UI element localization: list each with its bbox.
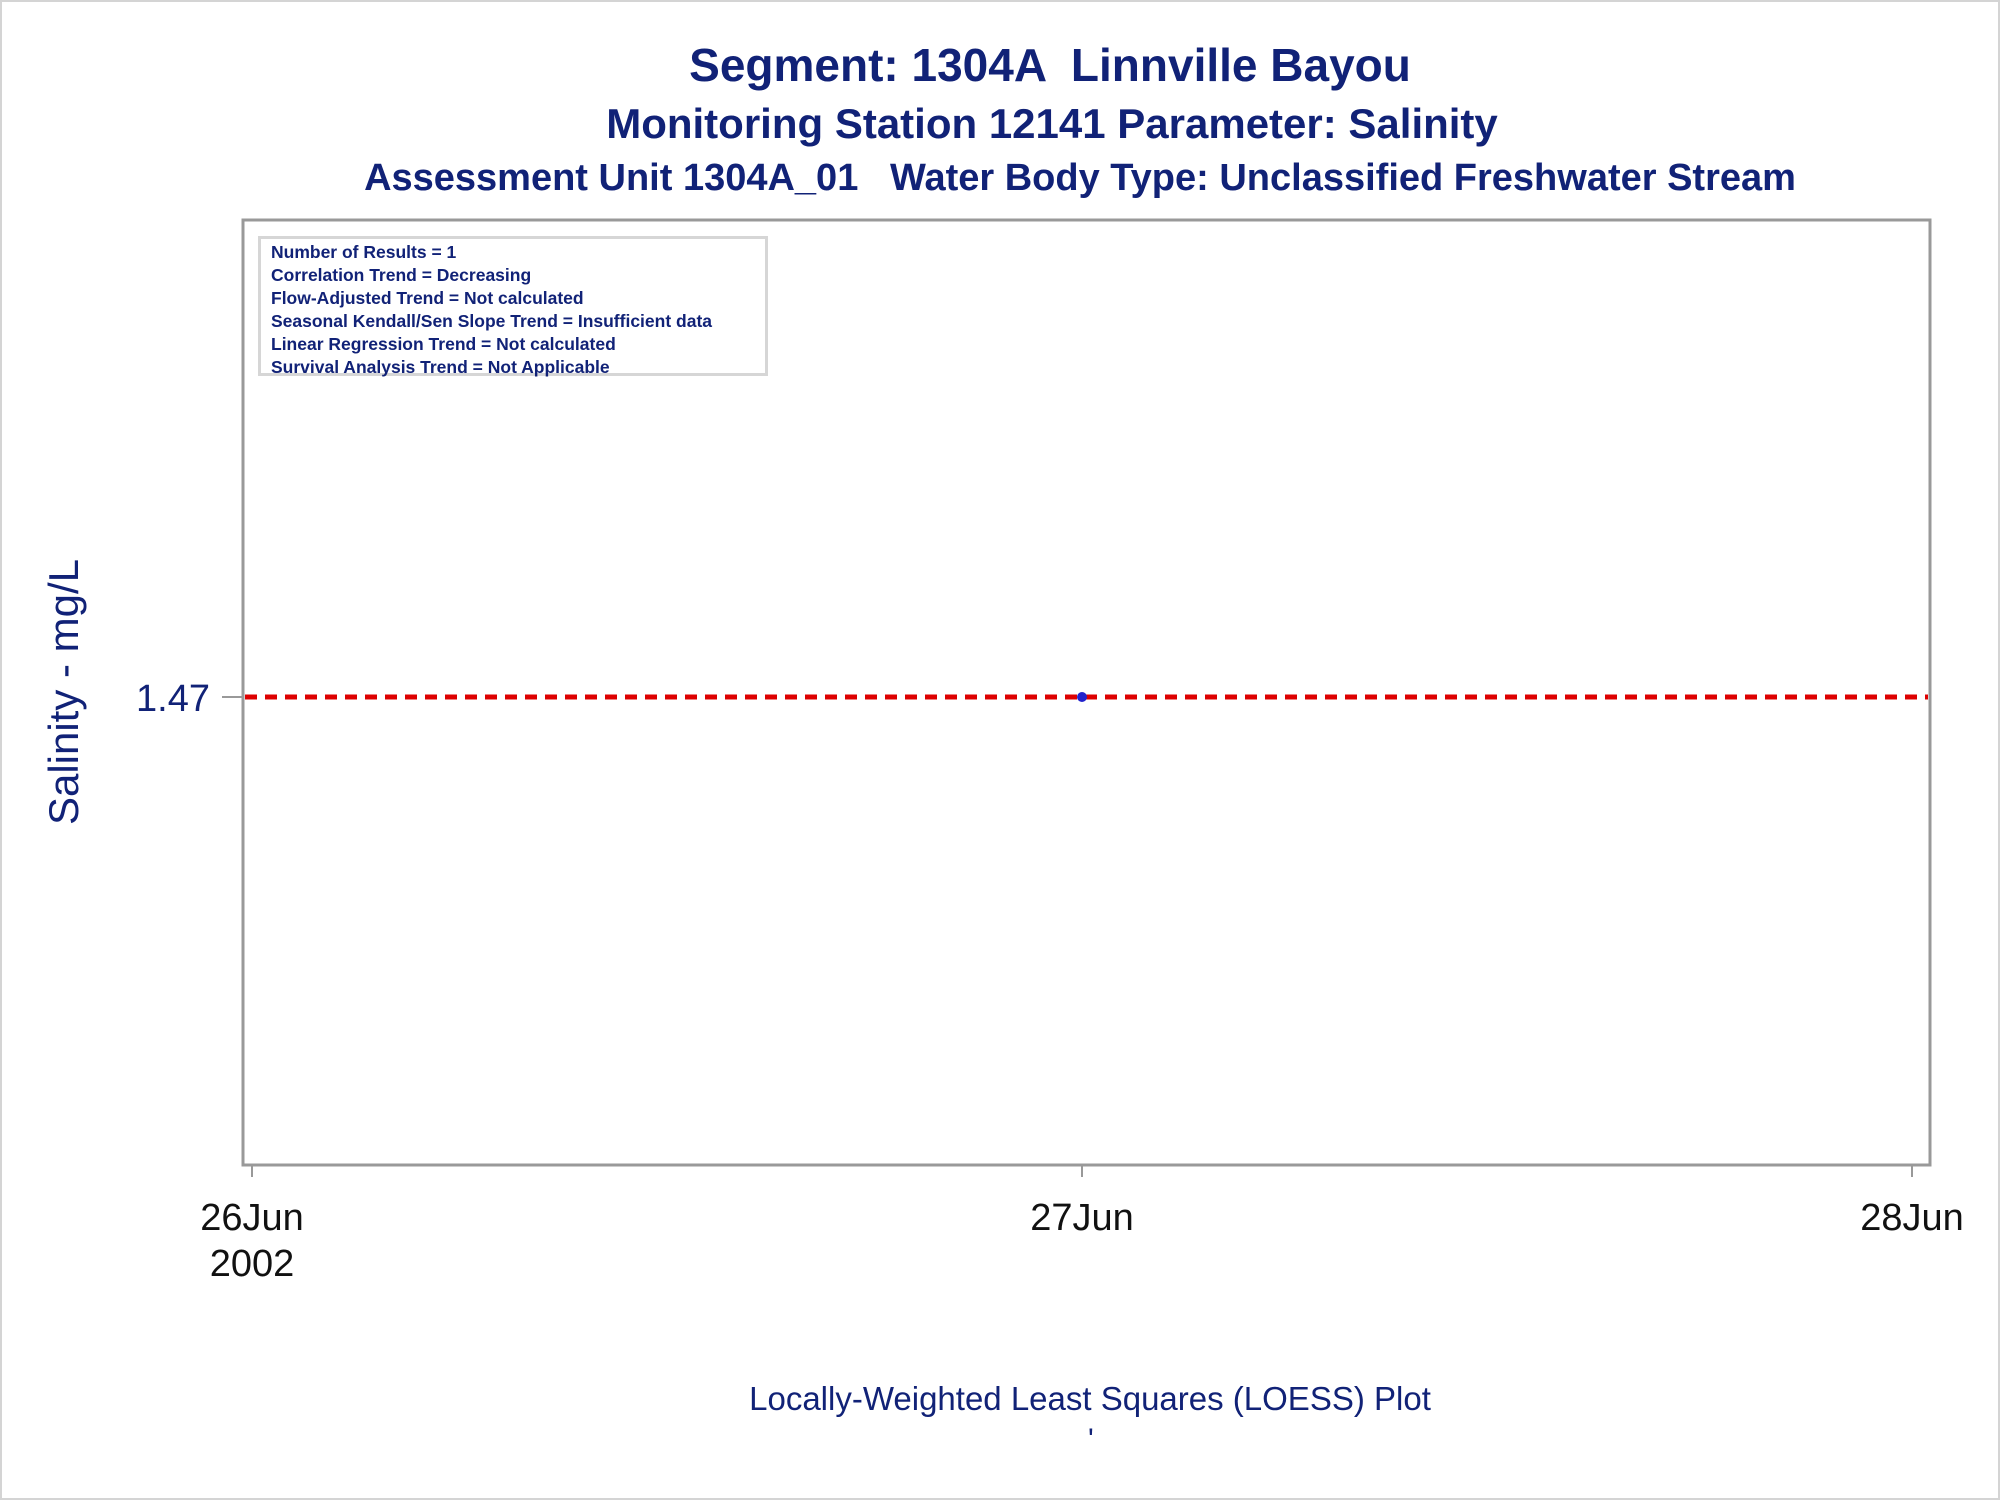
- data-point: [1077, 692, 1087, 702]
- x-tick-label: 27Jun: [1030, 1197, 1134, 1239]
- x-tick-label: 28Jun: [1860, 1197, 1964, 1239]
- stat-number-of-results: Number of Results = 1: [271, 242, 457, 262]
- stats-box: Number of Results = 1 Correlation Trend …: [258, 236, 768, 377]
- chart-subtitle-assessment: Assessment Unit 1304A_01 Water Body Type…: [364, 157, 1796, 199]
- stat-survival-analysis-trend: Survival Analysis Trend = Not Applicable: [271, 357, 610, 377]
- stat-seasonal-kendall-trend: Seasonal Kendall/Sen Slope Trend = Insuf…: [271, 311, 713, 331]
- stat-correlation-trend: Correlation Trend = Decreasing: [271, 265, 532, 285]
- stat-flow-adjusted-trend: Flow-Adjusted Trend = Not calculated: [271, 288, 584, 308]
- plot-area-frame: [241, 218, 1932, 1167]
- footnote: ': [1088, 1423, 1094, 1456]
- stat-linear-regression-trend: Linear Regression Trend = Not calculated: [271, 334, 616, 354]
- y-tick-label: 1.47: [136, 678, 210, 720]
- x-tick-year-label: 2002: [210, 1243, 295, 1285]
- chart-subtitle-station: Monitoring Station 12141 Parameter: Sali…: [606, 100, 1498, 147]
- chart-title: Segment: 1304A Linnville Bayou: [689, 39, 1411, 91]
- y-axis-title: Salinity - mg/L: [40, 558, 87, 826]
- x-axis-title: Locally-Weighted Least Squares (LOESS) P…: [749, 1380, 1431, 1417]
- x-tick-label: 26Jun: [200, 1197, 304, 1239]
